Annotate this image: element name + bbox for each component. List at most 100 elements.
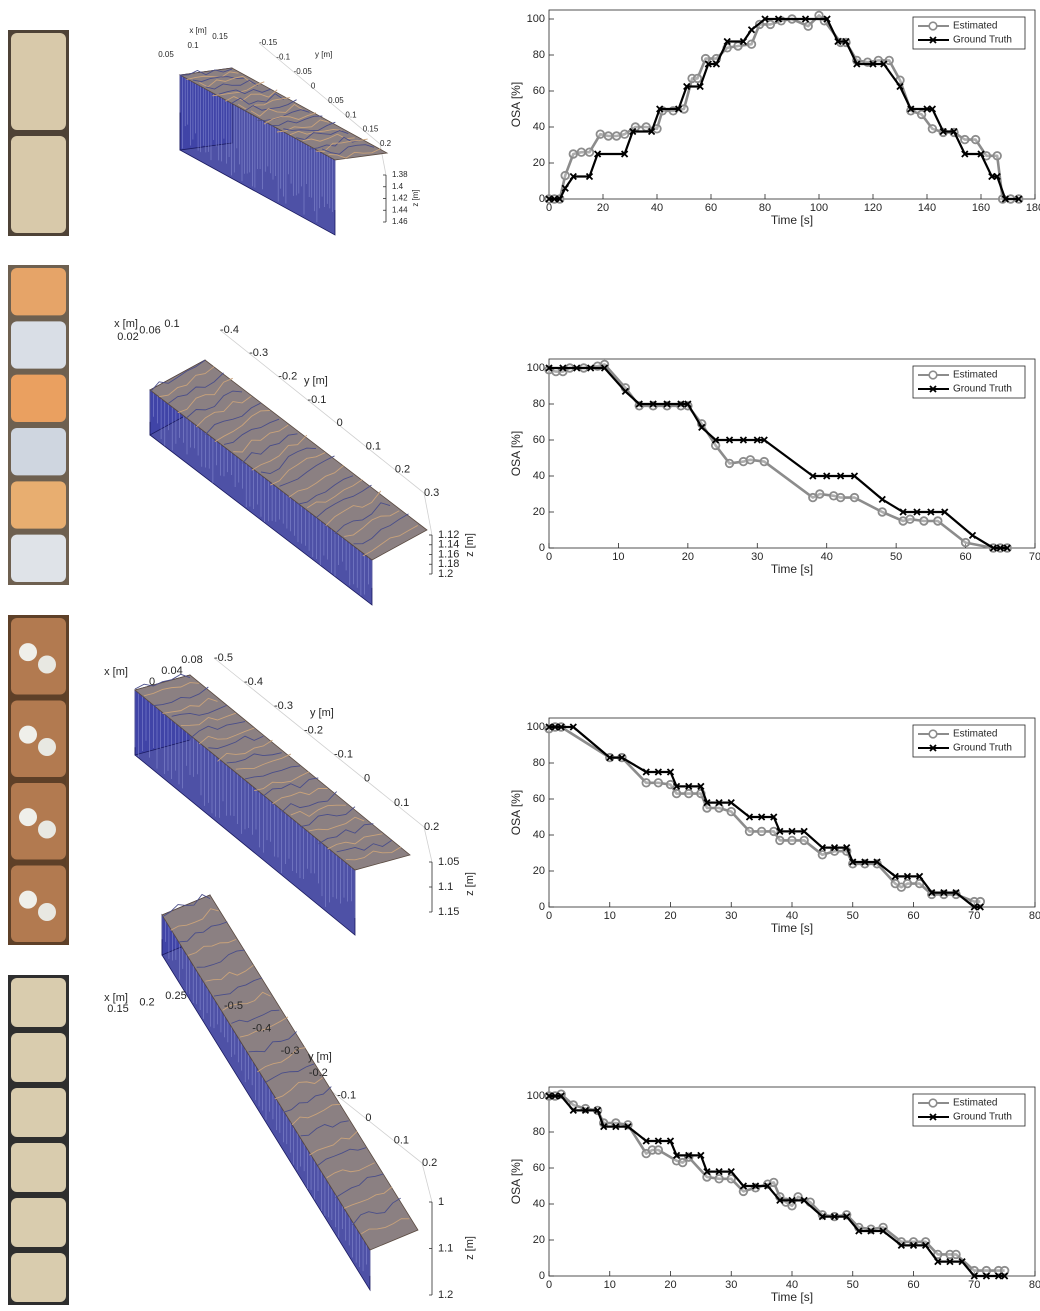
z-tick-label: 1.4: [392, 182, 404, 191]
x-tick-label: 0.04: [161, 665, 182, 677]
z-axis-label: z [m]: [411, 189, 420, 206]
x-tick-label: 40: [786, 1279, 798, 1291]
y-tick-label: 100: [527, 362, 545, 374]
y-tick-label: 100: [527, 13, 545, 25]
y-tick-label: 20: [533, 865, 545, 877]
x-tick-label: 60: [959, 551, 971, 563]
surface-top: [162, 895, 418, 1250]
z-tick-label: 1.05: [438, 856, 459, 868]
figure: 0.050.10.15-0.15-0.1-0.0500.050.10.150.2…: [0, 0, 1040, 1311]
data-point: [770, 1179, 778, 1187]
data-point: [586, 148, 594, 156]
y-tick-label: 80: [533, 757, 545, 769]
photo-item: [38, 656, 56, 674]
x-axis-label: x [m]: [104, 992, 128, 1004]
x-tick-label: 0.05: [158, 50, 174, 59]
data-point: [726, 460, 734, 468]
legend-label: Estimated: [953, 370, 997, 381]
x-tick-label: 0.25: [165, 990, 186, 1002]
y-tick-label: 40: [533, 121, 545, 133]
x-tick-label: 50: [847, 910, 859, 922]
photo-item: [38, 738, 56, 756]
y-tick-label: 40: [533, 1198, 545, 1210]
photo-item: [11, 268, 66, 315]
y-tick-label: -0.2: [309, 1067, 328, 1079]
x-tick-label: 30: [725, 1279, 737, 1291]
y-tick-label: -0.3: [249, 347, 268, 359]
x-tick-label: 180: [1026, 202, 1040, 214]
y-tick-label: 0: [539, 542, 545, 554]
x-tick-label: 0.1: [187, 41, 199, 50]
x-tick-label: 10: [612, 551, 624, 563]
x-tick-label: 70: [968, 1279, 980, 1291]
data-point: [800, 837, 808, 845]
z-tick-label: 1: [438, 1196, 444, 1208]
data-point: [934, 517, 942, 525]
y-tick-label: 20: [533, 506, 545, 518]
y-tick-label: 60: [533, 434, 545, 446]
data-point: [920, 517, 928, 525]
x-tick-label: 0.08: [181, 654, 202, 666]
data-point: [655, 1146, 663, 1154]
x-tick-label: 0.1: [164, 318, 179, 330]
y-tick-label: 0: [539, 1270, 545, 1282]
x-tick-label: 80: [1029, 910, 1040, 922]
x-tick-label: 0.15: [212, 32, 228, 41]
y-axis-label: OSA [%]: [509, 790, 523, 835]
data-point: [597, 130, 605, 138]
x-tick-label: 120: [864, 202, 882, 214]
photo-item: [11, 1143, 66, 1192]
y-tick-label: 0.1: [394, 1134, 409, 1146]
data-point: [747, 456, 755, 464]
data-point: [655, 779, 663, 787]
y-tick-label: 0: [364, 773, 370, 785]
data-point: [642, 779, 650, 787]
x-tick-label: 40: [821, 551, 833, 563]
y-tick-label: 0: [365, 1112, 371, 1124]
x-tick-label: 0.2: [139, 996, 154, 1008]
legend-label: Ground Truth: [953, 743, 1012, 754]
x-tick-label: 40: [651, 202, 663, 214]
data-point: [561, 172, 569, 180]
y-axis-label: y [m]: [315, 50, 332, 59]
x-tick-label: 0.06: [139, 324, 160, 336]
y-axis-label: y [m]: [304, 375, 328, 387]
legend-marker: [929, 1099, 937, 1107]
x-tick-label: 0: [546, 910, 552, 922]
z-tick-label: 1.15: [438, 906, 459, 918]
data-point: [748, 40, 756, 48]
photo-item: [38, 903, 56, 921]
legend-marker: [929, 22, 937, 30]
y-axis-label: OSA [%]: [509, 82, 523, 127]
legend-label: Estimated: [953, 729, 997, 740]
data-point: [961, 136, 969, 144]
x-tick-label: 20: [664, 1279, 676, 1291]
y-tick-label: -0.3: [281, 1045, 300, 1057]
data-point: [746, 828, 754, 836]
y-tick-label: 0.2: [395, 464, 410, 476]
photo-item: [11, 1088, 66, 1137]
x-tick-label: 0.15: [107, 1003, 128, 1015]
photo-item: [19, 808, 37, 826]
y-tick-label: -0.15: [259, 38, 278, 47]
data-point: [727, 808, 735, 816]
x-tick-label: 70: [1029, 551, 1040, 563]
photo-item: [19, 726, 37, 744]
x-tick-label: 80: [1029, 1279, 1040, 1291]
x-axis-label: Time [s]: [771, 1290, 813, 1304]
photo-item: [11, 866, 66, 943]
photo-item: [11, 1253, 66, 1302]
y-tick-label: 0.1: [366, 440, 381, 452]
x-tick-label: 30: [725, 910, 737, 922]
y-tick-label: 40: [533, 470, 545, 482]
data-point: [788, 837, 796, 845]
data-point: [776, 837, 784, 845]
y-tick-label: 0: [539, 901, 545, 913]
z-tick-label: 1.38: [392, 170, 408, 179]
x-tick-label: 100: [810, 202, 828, 214]
y-tick-label: -0.5: [224, 1000, 243, 1012]
y-axis-label: OSA [%]: [509, 1159, 523, 1204]
y-tick-label: -0.2: [304, 724, 323, 736]
data-point: [613, 132, 621, 140]
z-tick-label: 1.42: [392, 194, 408, 203]
